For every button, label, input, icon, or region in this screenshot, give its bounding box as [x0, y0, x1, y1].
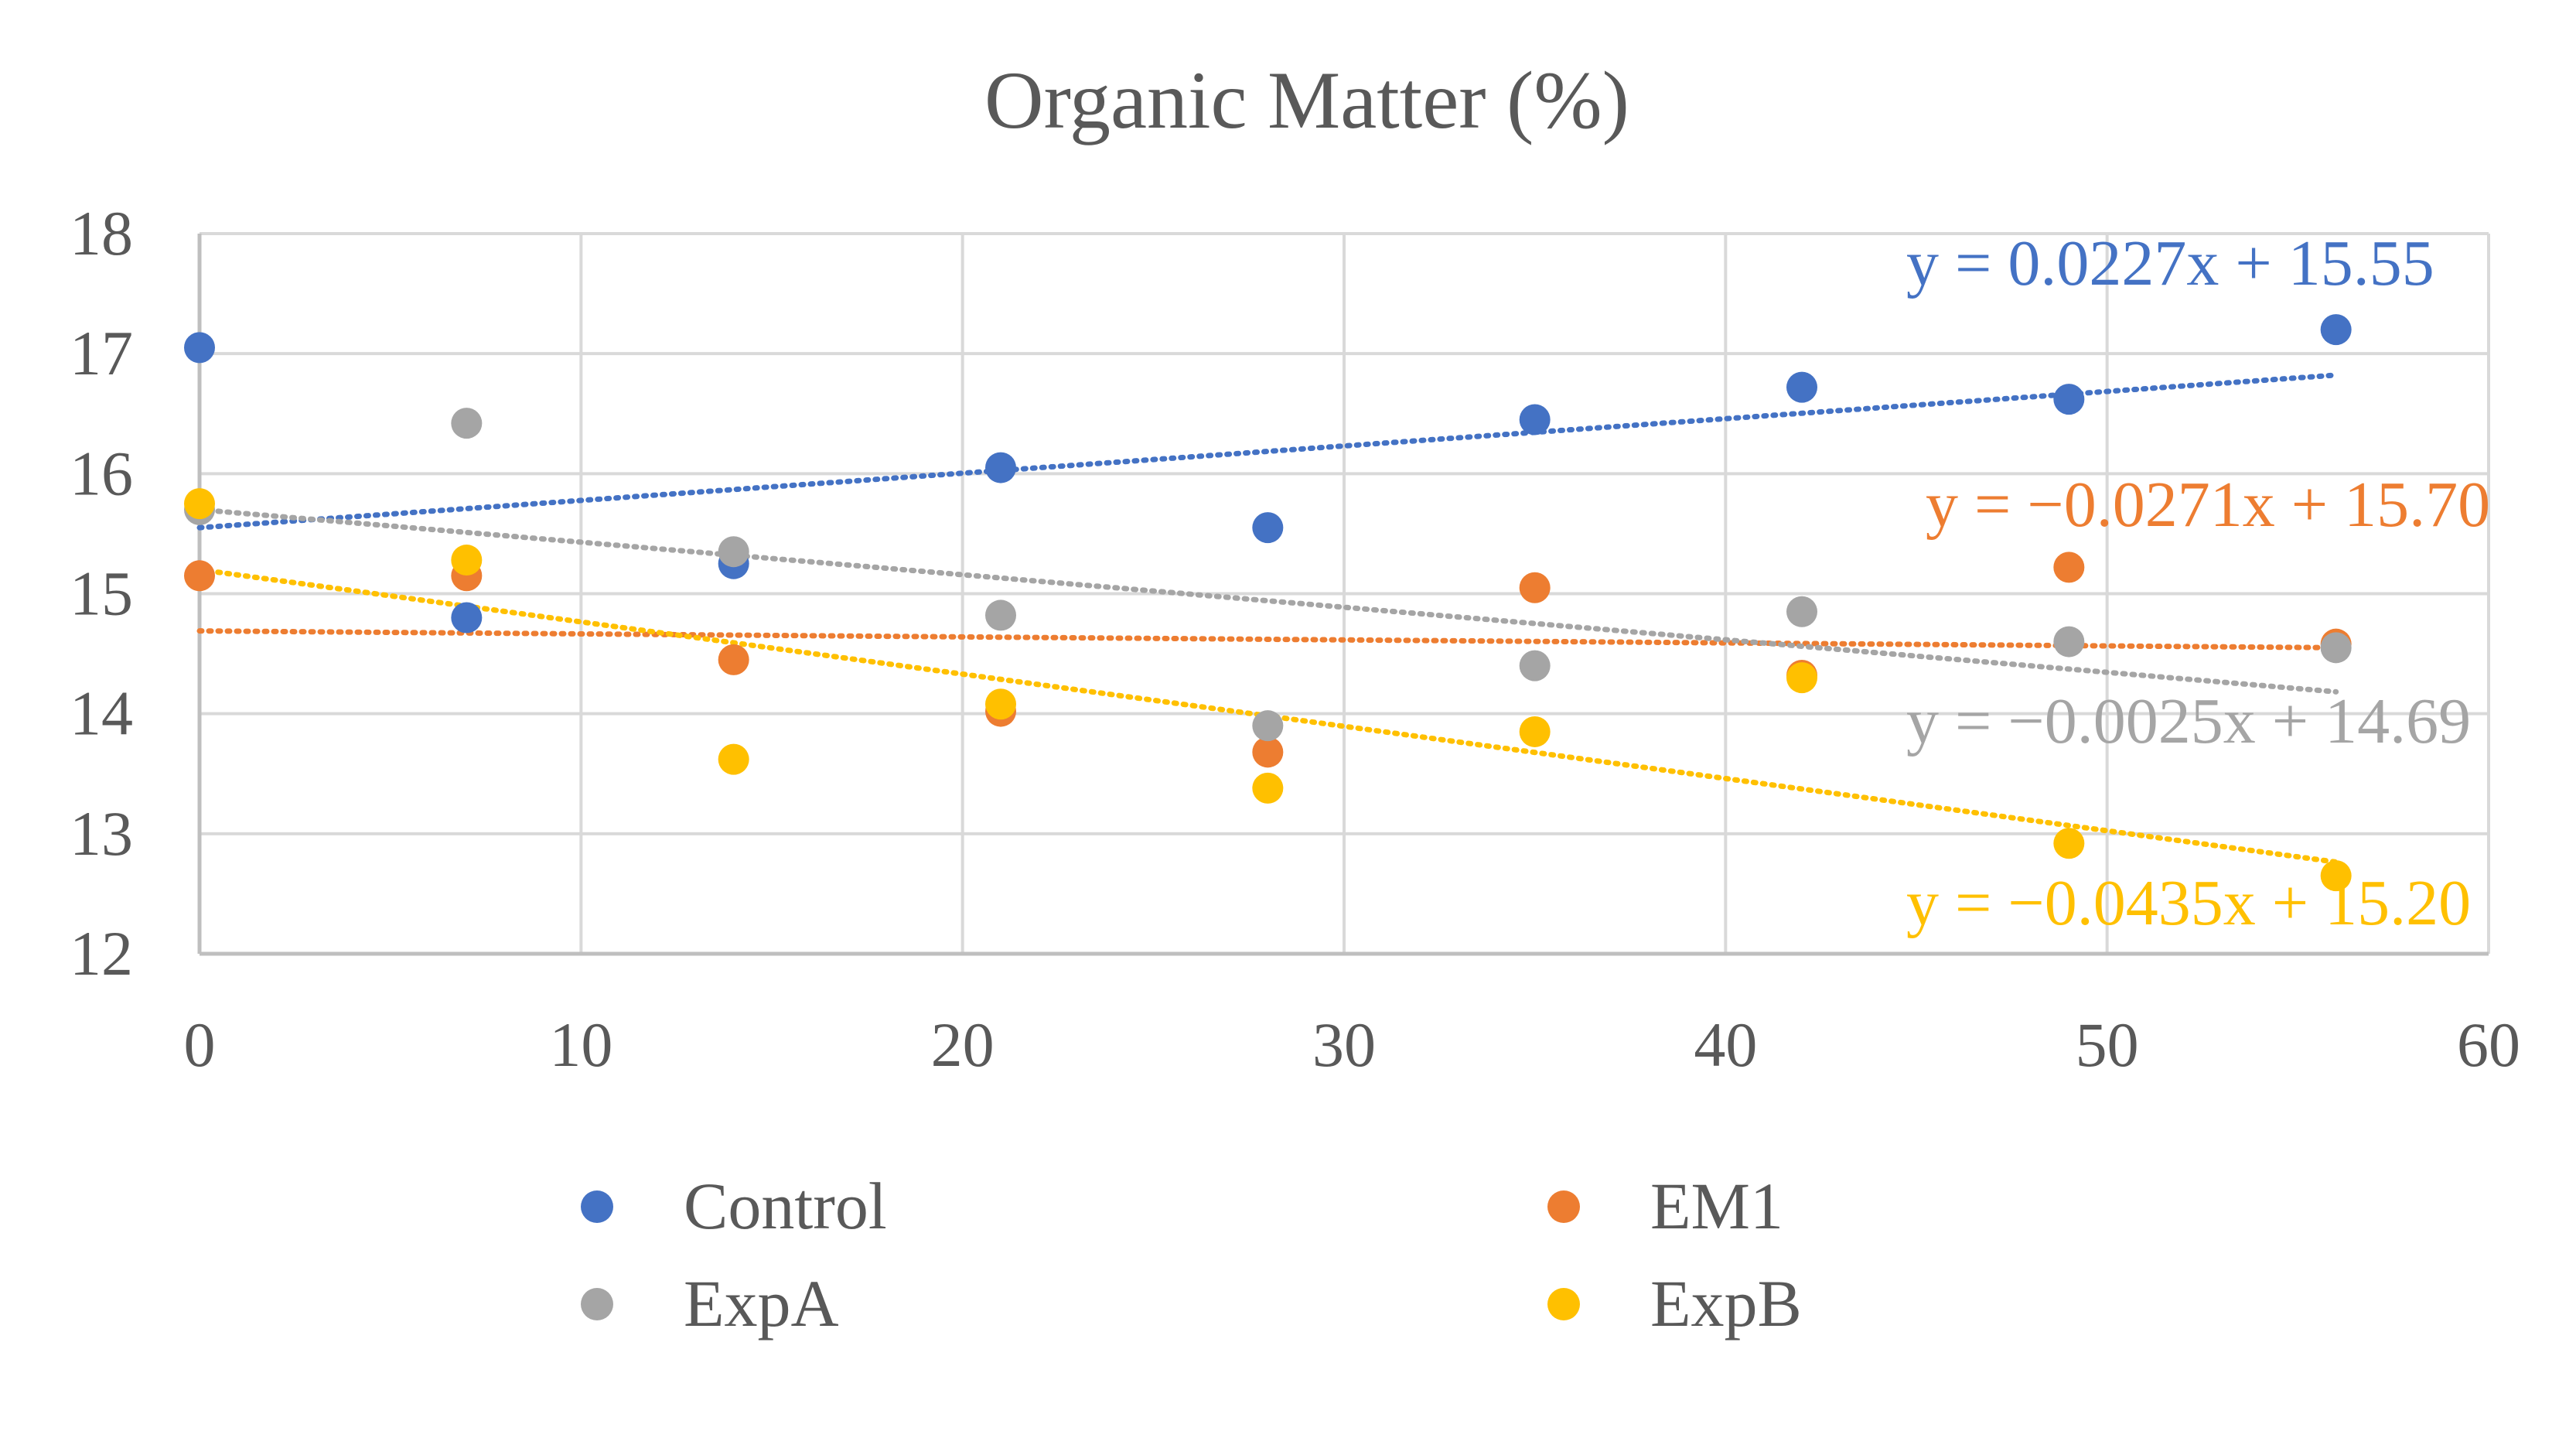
em1-point	[1519, 572, 1551, 603]
chart-title: Organic Matter (%)	[984, 55, 1629, 145]
expb-legend-marker	[1547, 1288, 1580, 1320]
x-tick-label: 20	[931, 1009, 995, 1080]
control-point	[1786, 371, 1817, 403]
expb-point	[1252, 772, 1284, 804]
x-tick-label: 40	[1694, 1009, 1757, 1080]
expa-point	[451, 408, 483, 439]
expa-point	[2053, 626, 2085, 658]
expa-trendline	[196, 507, 2339, 695]
expb-point	[2320, 860, 2352, 892]
control-point	[184, 332, 215, 364]
expb-point	[2053, 828, 2085, 859]
trendline-equations: y = 0.0227x + 15.55 y = −0.0271x + 15.70 y…	[1906, 227, 2490, 939]
control-point	[451, 602, 483, 634]
expb-point	[1786, 662, 1817, 694]
expa-legend-marker	[581, 1288, 613, 1320]
expb-point	[451, 545, 483, 576]
y-tick-label: 18	[70, 198, 133, 268]
x-tick-label: 50	[2076, 1009, 2139, 1080]
control-trendline	[196, 372, 2339, 531]
em1-legend-label: EM1	[1650, 1169, 1783, 1243]
y-tick-label: 12	[70, 918, 133, 989]
expb-point	[1519, 716, 1551, 747]
control-legend-label: Control	[684, 1169, 887, 1243]
legend: Control EM1 ExpA ExpB	[581, 1169, 1802, 1341]
expa-point	[985, 599, 1016, 631]
em1-point	[2053, 552, 2085, 583]
expb-point	[985, 688, 1016, 720]
em1-point	[718, 644, 749, 675]
y-tick-label: 14	[70, 678, 133, 749]
expa-trendline-equation: y = −0.0025x + 14.69	[1906, 685, 2471, 757]
em1-point	[184, 560, 215, 592]
expa-legend-label: ExpA	[684, 1266, 839, 1341]
expb-trendline-equation: y = −0.0435x + 15.20	[1906, 867, 2471, 939]
gridlines	[200, 232, 2490, 954]
expb-point	[718, 743, 749, 775]
expb-legend-label: ExpB	[1650, 1266, 1802, 1341]
control-point	[1519, 404, 1551, 435]
control-point	[2053, 384, 2085, 415]
x-tick-label: 30	[1312, 1009, 1376, 1080]
expb-point	[184, 488, 215, 520]
tick-labels: 12 13 14 15 16 17 18 0 10 20 30 40 50 60	[70, 198, 2520, 1080]
expa-point	[1786, 596, 1817, 627]
em1-trendline	[196, 628, 2339, 651]
x-tick-label: 10	[549, 1009, 612, 1080]
control-legend-marker	[581, 1190, 613, 1223]
y-tick-label: 15	[70, 558, 133, 629]
expa-point	[1519, 650, 1551, 681]
control-point	[1252, 512, 1284, 544]
em1-legend-marker	[1547, 1190, 1580, 1223]
x-tick-label: 60	[2457, 1009, 2520, 1080]
x-tick-label: 0	[184, 1009, 216, 1080]
control-point	[2320, 314, 2352, 346]
em1-trendline-equation: y = −0.0271x + 15.70	[1926, 469, 2490, 541]
expa-point	[2320, 632, 2352, 664]
control-trendline-equation: y = 0.0227x + 15.55	[1906, 227, 2434, 299]
em1-point	[1252, 736, 1284, 768]
expa-point	[718, 536, 749, 568]
y-tick-label: 16	[70, 438, 133, 508]
expa-point	[1252, 710, 1284, 742]
data-points	[184, 314, 2352, 892]
control-point	[985, 452, 1016, 483]
y-tick-label: 17	[70, 318, 133, 388]
y-tick-label: 13	[70, 798, 133, 869]
trendlines	[196, 372, 2339, 865]
